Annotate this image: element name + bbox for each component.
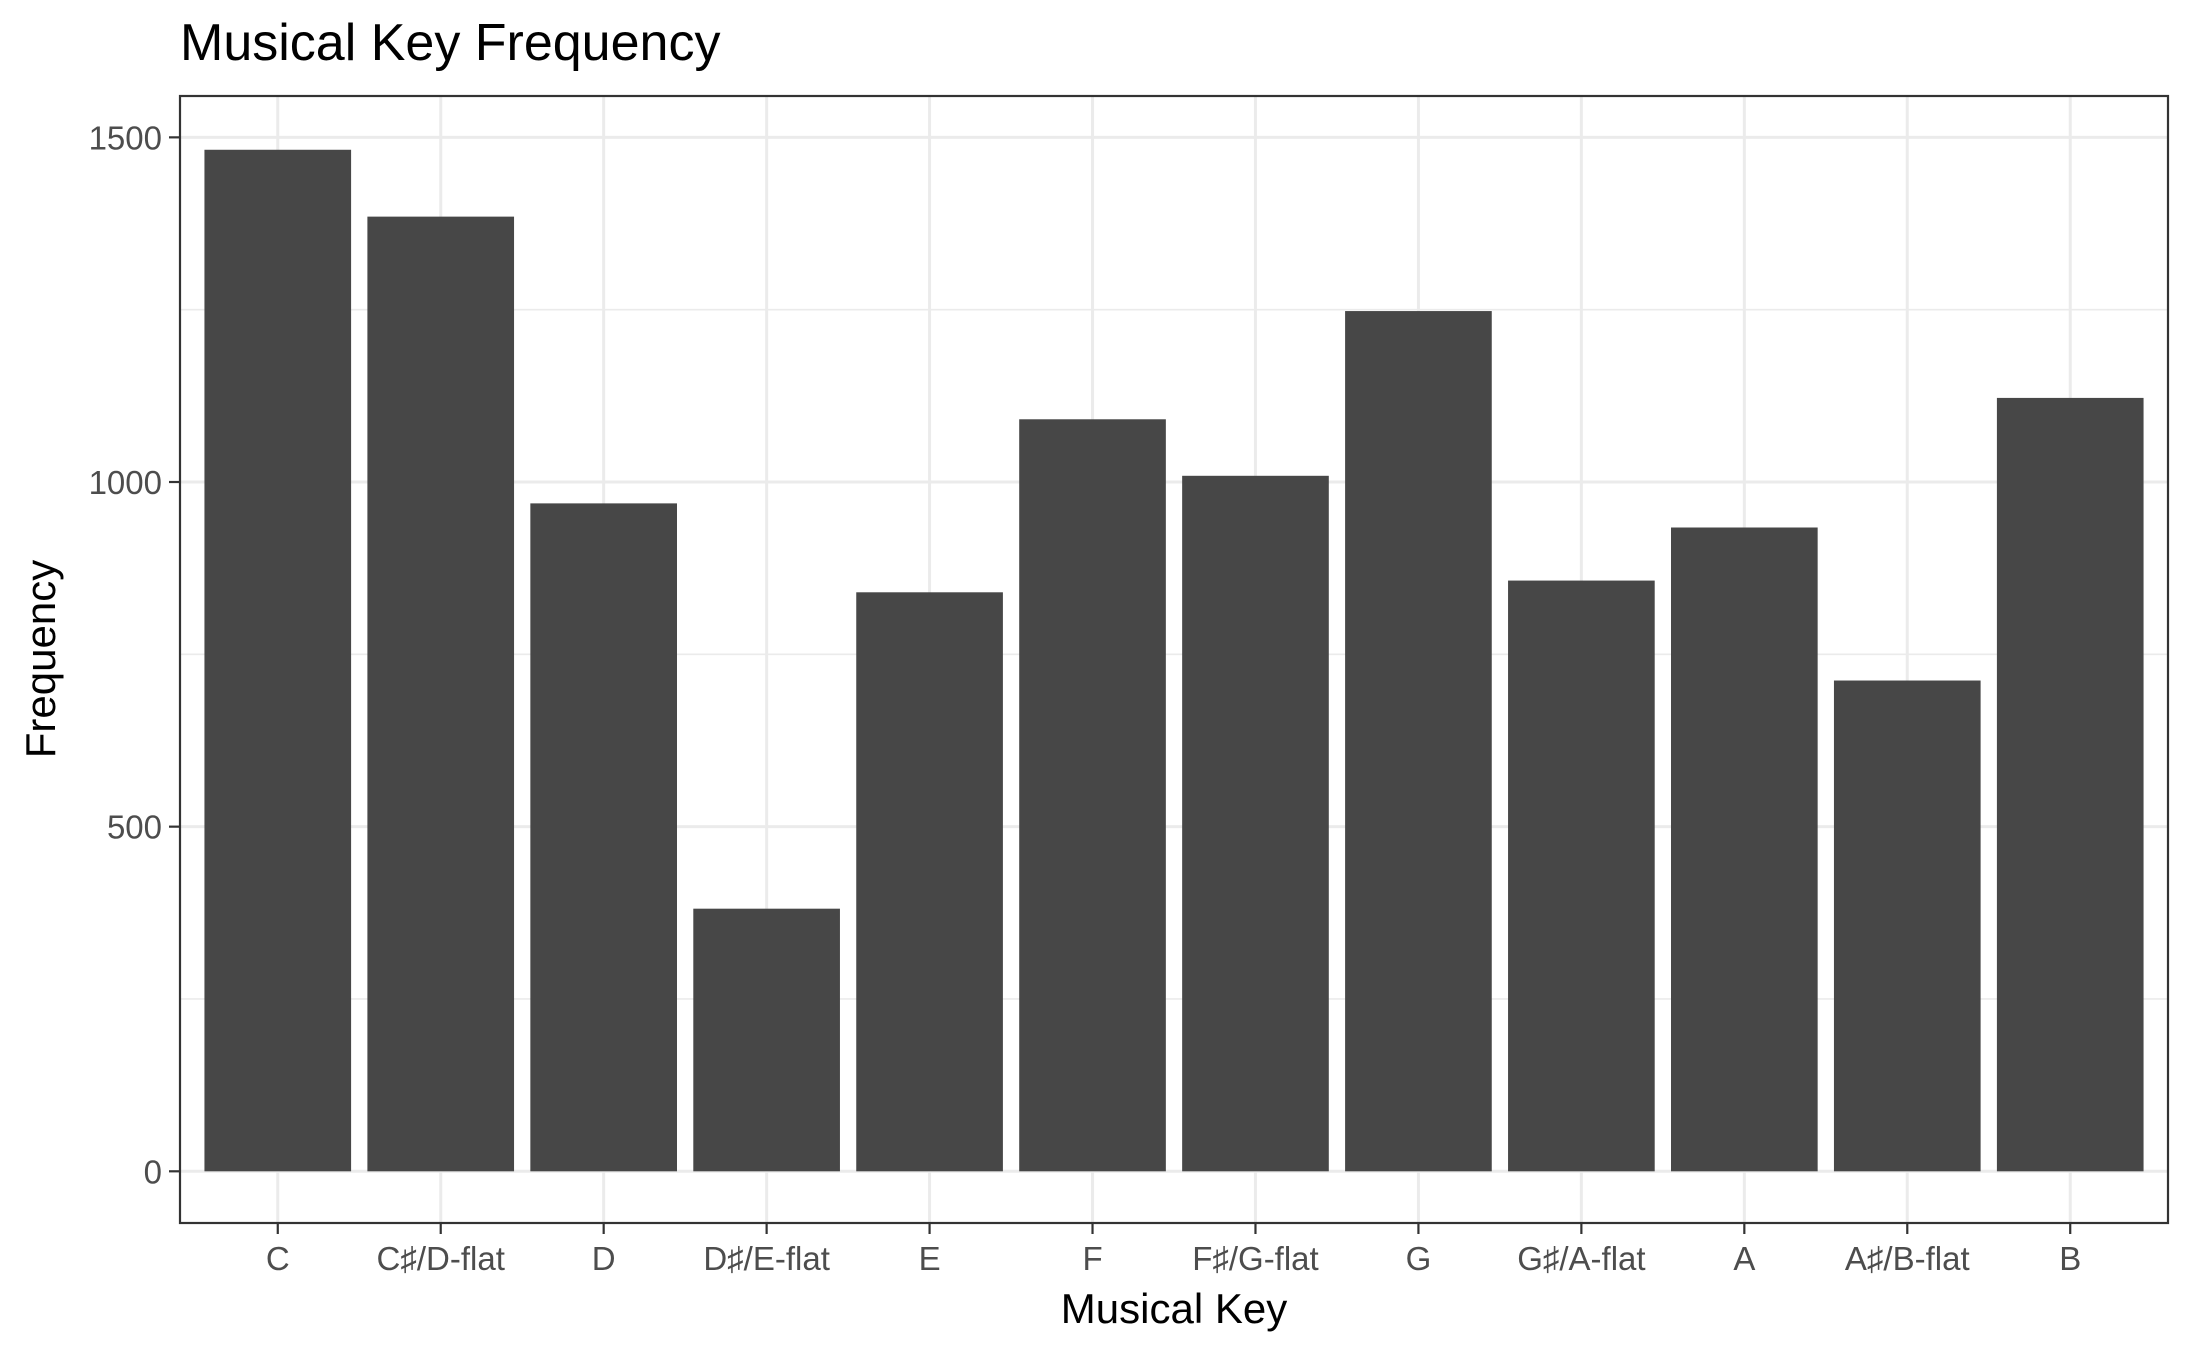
bars [204, 149, 2144, 1172]
y-tick-label: 500 [107, 809, 162, 846]
bar [1833, 680, 1981, 1172]
bar [1996, 397, 2144, 1172]
x-axis: C C♯/D-flat D D♯/E-flat E F F♯/G-flat G G♯/A-fla… [266, 1223, 2081, 1277]
x-tick-label: C♯/D-flat [377, 1240, 505, 1277]
x-tick-label: F [1082, 1240, 1102, 1277]
y-axis: 0 500 1000 1500 [89, 119, 180, 1190]
x-tick-label: A♯/B-flat [1845, 1240, 1970, 1277]
bar [530, 503, 677, 1172]
bar [856, 592, 1003, 1172]
y-tick-label: 1000 [89, 464, 162, 501]
x-tick-label: C [266, 1240, 290, 1277]
bar [1508, 580, 1655, 1172]
bar [1182, 475, 1329, 1172]
y-axis-title: Frequency [17, 560, 64, 758]
x-tick-label: D♯/E-flat [703, 1240, 830, 1277]
x-axis-title: Musical Key [1061, 1285, 1287, 1332]
chart-title: Musical Key Frequency [180, 14, 720, 72]
bar [367, 216, 515, 1172]
x-tick-label: B [2059, 1240, 2081, 1277]
y-tick-label: 0 [144, 1153, 162, 1190]
x-tick-label: A [1733, 1240, 1755, 1277]
bar [693, 908, 840, 1172]
x-tick-label: D [592, 1240, 616, 1277]
x-tick-label: E [919, 1240, 941, 1277]
panel-border [178, 94, 2170, 1225]
x-tick-label: G [1406, 1240, 1432, 1277]
bar [1671, 527, 1818, 1172]
x-tick-label: F♯/G-flat [1192, 1240, 1319, 1277]
bar [204, 149, 352, 1172]
bar [1019, 419, 1166, 1172]
y-tick-label: 1500 [89, 119, 162, 156]
x-tick-label: G♯/A-flat [1517, 1240, 1645, 1277]
bar [1345, 311, 1492, 1172]
